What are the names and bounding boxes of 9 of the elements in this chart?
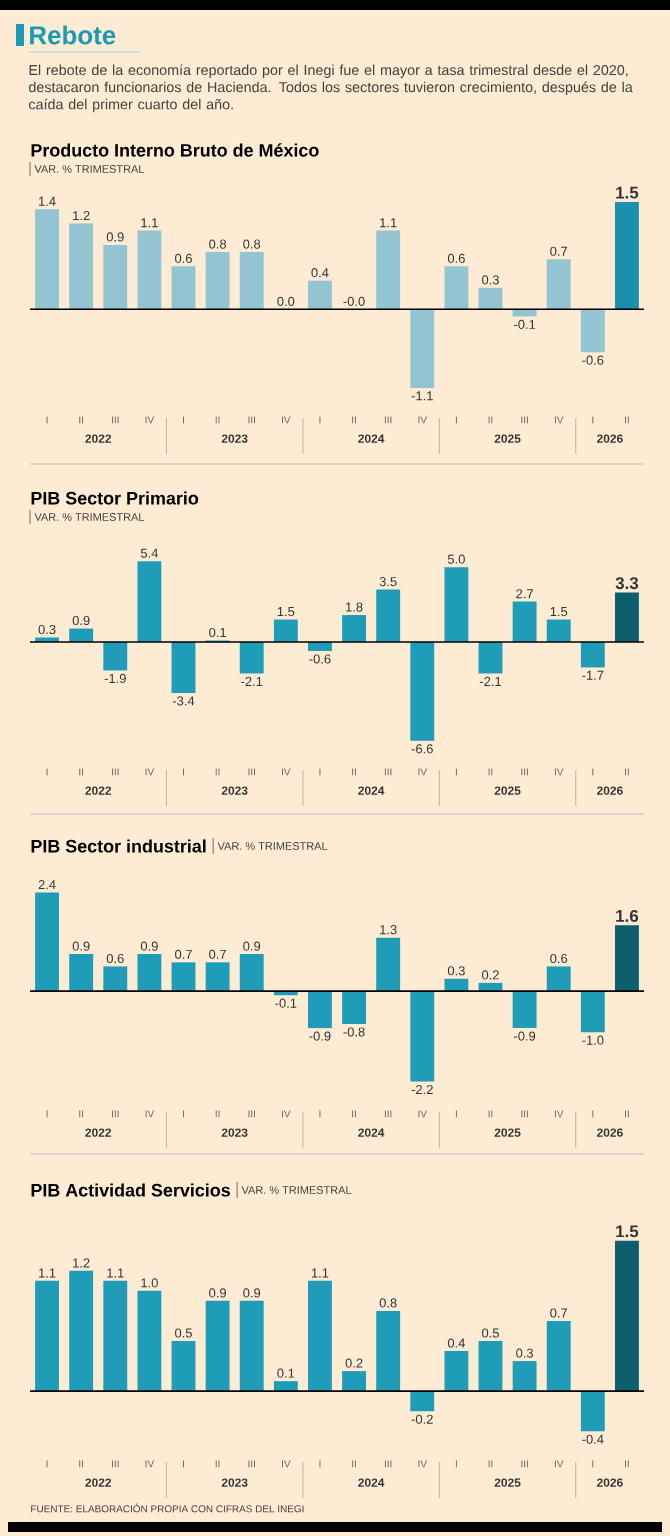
data-label: 1.5: [616, 1225, 639, 1238]
chart-title: PIB Sector industrial: [31, 839, 206, 853]
data-label: 1.6: [616, 909, 639, 922]
chart-title: Producto Interno Bruto de México: [31, 143, 319, 157]
chart-title: PIB Actividad Servicios: [31, 1183, 230, 1197]
data-label: 1.5: [616, 186, 639, 199]
data-label: 3.3: [615, 577, 639, 590]
chart-title: PIB Sector Primario: [31, 491, 199, 505]
text: Rebote: [30, 25, 116, 45]
